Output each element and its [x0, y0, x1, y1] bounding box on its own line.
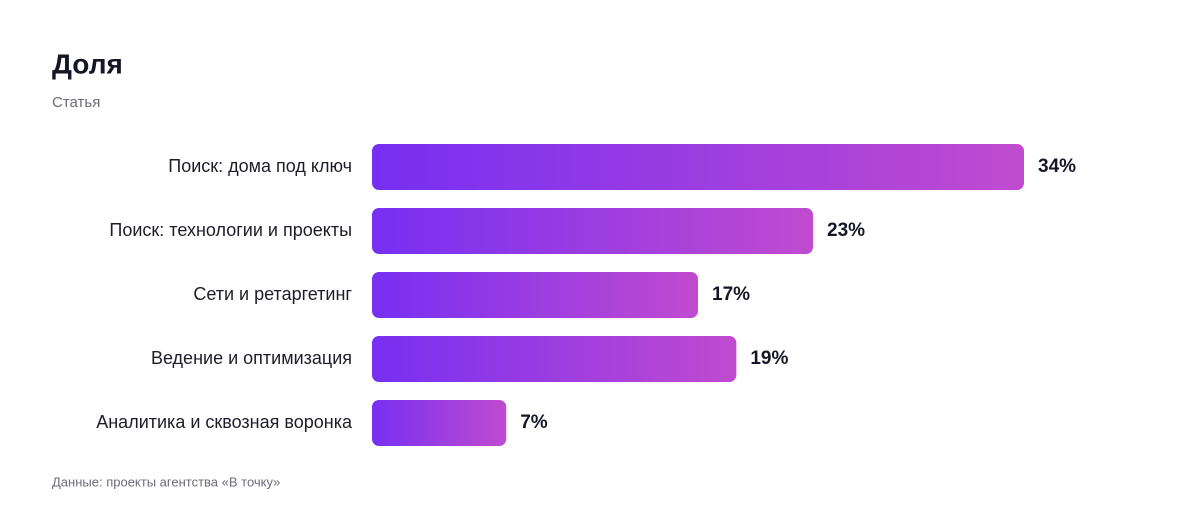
category-label: Сети и ретаргетинг: [193, 284, 352, 304]
category-label: Поиск: технологии и проекты: [109, 220, 352, 240]
value-label: 7%: [520, 412, 548, 433]
bar: [372, 336, 737, 382]
value-label: 34%: [1038, 156, 1076, 177]
bar: [372, 144, 1024, 190]
value-label: 19%: [750, 348, 788, 369]
bar: [372, 400, 507, 446]
category-label: Ведение и оптимизация: [151, 348, 352, 368]
chart-title: Доля: [52, 48, 123, 79]
category-label: Поиск: дома под ключ: [168, 156, 352, 176]
bar: [372, 208, 814, 254]
value-label: 17%: [712, 284, 750, 305]
bar: [372, 272, 698, 318]
source-note: Данные: проекты агентства «В точку»: [52, 474, 280, 489]
chart-subtitle: Статья: [52, 94, 100, 111]
category-label: Аналитика и сквозная воронка: [96, 412, 353, 432]
value-label: 23%: [827, 220, 865, 241]
